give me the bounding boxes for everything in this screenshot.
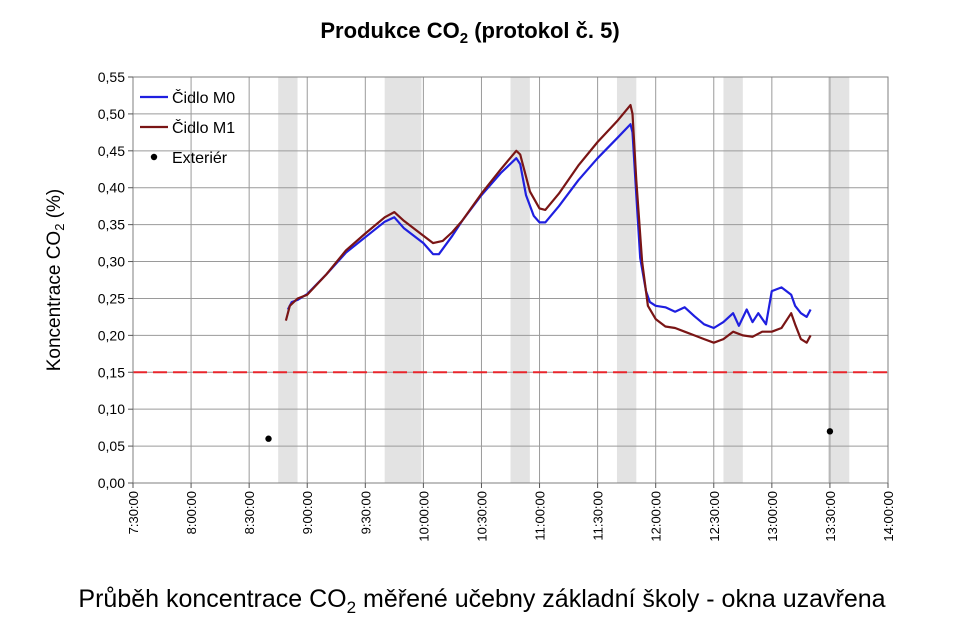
x-tick-label-13: 14:00:00	[881, 491, 896, 542]
shaded-period-3	[616, 77, 637, 483]
x-tick-label-5: 10:00:00	[416, 491, 431, 542]
x-tick-label-2: 8:30:00	[242, 491, 257, 534]
y-tick-label-11: 0,55	[98, 69, 125, 85]
y-tick-label-9: 0,45	[98, 143, 125, 159]
y-tick-label-3: 0,15	[98, 364, 125, 380]
exterior-point-0	[265, 435, 272, 442]
y-tick-label-0: 0,00	[98, 475, 125, 491]
y-tick-label-1: 0,05	[98, 438, 125, 454]
y-axis-label-main: Koncentrace CO	[44, 231, 65, 371]
shaded-period-4	[723, 77, 743, 483]
x-tick-label-3: 9:00:00	[300, 491, 315, 534]
shaded-period-2	[510, 77, 530, 483]
caption-main: Průběh koncentrace CO	[78, 585, 347, 613]
legend-label-2: Exteriér	[172, 150, 228, 167]
x-tick-label-6: 10:30:00	[474, 491, 489, 542]
shaded-period-5	[827, 77, 850, 483]
series-line-1	[284, 104, 812, 344]
plot-border	[132, 76, 889, 484]
shaded-period-1	[384, 77, 422, 483]
x-tick-label-4: 9:30:00	[358, 491, 373, 534]
chart-title: Produkce CO2 (protokol č. 5)	[320, 18, 619, 47]
chart-title-subscript: 2	[460, 30, 468, 47]
y-axis-label-subscript: 2	[52, 224, 67, 231]
x-tick-label-7: 11:00:00	[533, 491, 548, 541]
y-axis: 0,00 0,05 0,10 0,15 0,20 0,25 0,30 0,35 0,40 0,45…	[98, 69, 133, 491]
x-tick-label-8: 11:30:00	[591, 491, 606, 541]
chart-title-main: Produkce CO	[320, 18, 459, 43]
legend-label-0: Čidlo M0	[172, 88, 235, 107]
x-tick-label-11: 13:00:00	[765, 491, 780, 542]
shaded-periods	[278, 77, 850, 483]
y-axis-label: Koncentrace CO2 (%)	[44, 189, 67, 372]
y-tick-label-7: 0,35	[98, 217, 125, 233]
y-tick-label-6: 0,30	[98, 254, 125, 270]
y-tick-label-10: 0,50	[98, 106, 125, 122]
co2-chart: Produkce CO2 (protokol č. 5) 0,000,050,1…	[44, 18, 896, 542]
chart-title-rest: (protokol č. 5)	[468, 18, 620, 43]
shaded-period-0	[278, 77, 298, 483]
y-tick-label-8: 0,40	[98, 180, 125, 196]
legend-marker-2	[150, 153, 158, 161]
x-tick-label-0: 7:30:00	[126, 491, 141, 534]
caption-rest: měřené učebny základní školy - okna uzav…	[356, 585, 886, 613]
caption-subscript: 2	[346, 598, 357, 617]
y-tick-label-2: 0,10	[98, 401, 125, 417]
x-tick-label-9: 12:00:00	[649, 491, 664, 542]
x-axis: 7:30:00 8:00:00 8:30:00 9:00:00 9:30:00 10:00…	[126, 483, 896, 542]
y-tick-label-4: 0,20	[98, 327, 125, 343]
x-tick-label-1: 8:00:00	[184, 491, 199, 534]
x-tick-label-10: 12:30:00	[707, 491, 722, 542]
series-line-0	[286, 123, 812, 330]
legend-label-1: Čidlo M1	[172, 118, 235, 137]
data-series	[265, 104, 834, 442]
legend: Čidlo M0 Čidlo M1 Exteriér	[140, 88, 235, 167]
figure-caption: Průběh koncentrace CO2 měřené učebny zák…	[0, 585, 964, 618]
y-axis-label-rest: (%)	[44, 189, 65, 224]
x-tick-label-12: 13:30:00	[823, 491, 838, 542]
y-tick-label-5: 0,25	[98, 290, 125, 306]
exterior-point-1	[826, 428, 834, 435]
